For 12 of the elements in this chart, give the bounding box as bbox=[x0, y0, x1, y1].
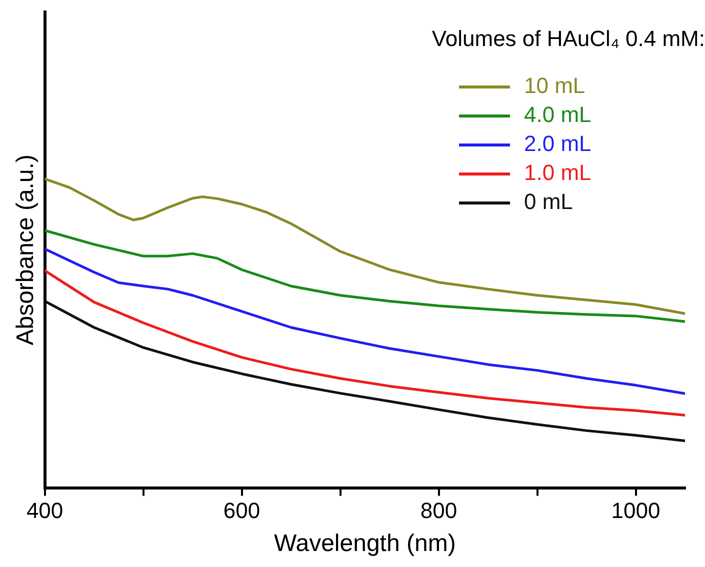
legend-label: 2.0 mL bbox=[524, 131, 592, 156]
y-axis-title: Absorbance (a.u.) bbox=[12, 154, 40, 346]
legend-label: 1.0 mL bbox=[524, 160, 592, 186]
legend-label: 10 mL bbox=[524, 73, 586, 98]
x-tick-label: 600 bbox=[223, 498, 260, 524]
legend-label: 4.0 mL bbox=[524, 102, 592, 128]
legend-title: Volumes of HAuCl₄ 0.4 mM: bbox=[432, 26, 705, 52]
x-tick-label: 800 bbox=[420, 498, 458, 524]
x-tick-label: 1000 bbox=[611, 498, 660, 524]
x-axis-title: Wavelength (nm) bbox=[274, 530, 456, 558]
legend-label: 0 mL bbox=[524, 189, 573, 214]
x-tick-label: 400 bbox=[26, 498, 64, 524]
